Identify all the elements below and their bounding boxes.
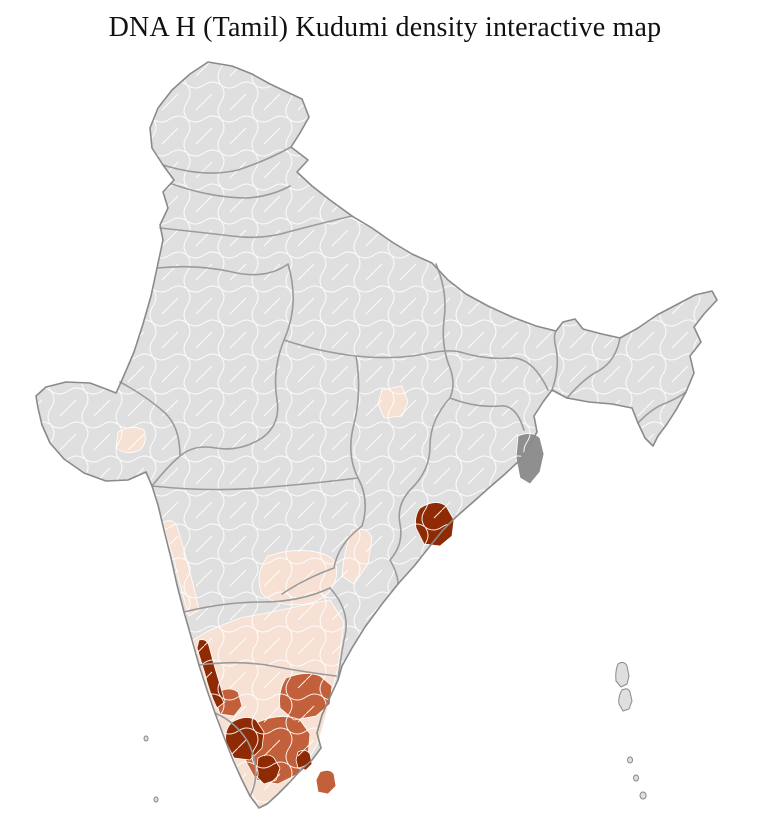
page-title: DNA H (Tamil) Kudumi density interactive… — [108, 12, 662, 43]
india-outline — [35, 61, 718, 809]
state-borders — [119, 146, 687, 797]
islands[interactable] — [143, 661, 647, 803]
